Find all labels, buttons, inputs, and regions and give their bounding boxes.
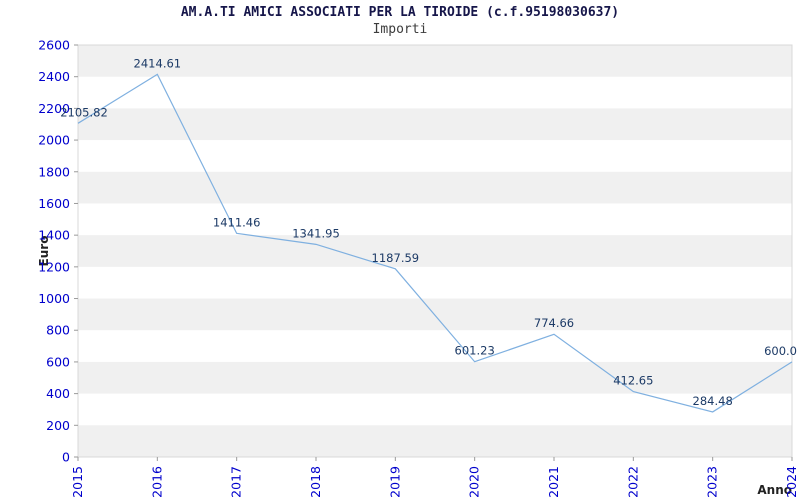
data-point-label: 2414.61 [134, 56, 182, 70]
y-tick-label: 2000 [38, 133, 70, 148]
y-tick-label: 2600 [38, 38, 70, 53]
data-point-label: 284.48 [693, 394, 733, 408]
series-line [77, 73, 793, 413]
x-tick-label: 2023 [705, 466, 720, 498]
y-tick-label: 1200 [38, 259, 70, 274]
plot-frame [77, 44, 793, 458]
x-tick-label: 2019 [387, 466, 402, 498]
y-tick-label: 2400 [38, 69, 70, 84]
data-point-label: 601.23 [455, 344, 495, 358]
plot-area: 0 200 400 600 800 1000 1200 1400 1600 1800 2000 220… [38, 38, 799, 498]
x-tick-label: 2015 [70, 466, 85, 498]
chart-title: AM.A.TI AMICI ASSOCIATI PER LA TIROIDE (… [181, 5, 619, 20]
x-tick-label: 2024 [784, 466, 799, 498]
plot-band [78, 108, 792, 141]
y-tick-label: 0 [62, 450, 70, 465]
x-tick-label: 2020 [467, 466, 482, 498]
plot-band [78, 235, 792, 267]
y-axis-label: Euro [37, 236, 51, 267]
y-tick-label: 400 [46, 386, 70, 401]
x-tick-label: 2018 [308, 466, 323, 498]
data-point-label: 600.0 [764, 344, 797, 358]
data-point-label: 2105.82 [60, 105, 108, 119]
y-tick-label: 1800 [38, 164, 70, 179]
plot-band [78, 171, 792, 204]
y-tick-label: 1400 [38, 228, 70, 243]
x-tick-label: 2016 [149, 466, 164, 498]
y-tick-label: 800 [46, 323, 70, 338]
data-point-label: 1341.95 [292, 226, 340, 240]
data-point-label: 1411.46 [213, 215, 261, 229]
x-tick-label: 2022 [625, 466, 640, 498]
data-point-label: 1187.59 [372, 251, 420, 265]
data-point-label: 774.66 [534, 316, 574, 330]
y-tick-label: 1600 [38, 196, 70, 211]
y-tick-label: 600 [46, 354, 70, 369]
y-tick-label: 1000 [38, 291, 70, 306]
plot-band [78, 361, 792, 394]
x-tick-label: 2021 [546, 466, 561, 498]
chart-subtitle: Importi [373, 22, 428, 37]
y-tick-label: 200 [46, 418, 70, 433]
data-point-label: 412.65 [613, 374, 653, 388]
plot-band [78, 425, 792, 457]
y-tick-label: 2200 [38, 101, 70, 116]
plot-band [78, 45, 792, 77]
x-tick-label: 2017 [229, 466, 244, 498]
x-axis-label: Anno [757, 483, 792, 497]
